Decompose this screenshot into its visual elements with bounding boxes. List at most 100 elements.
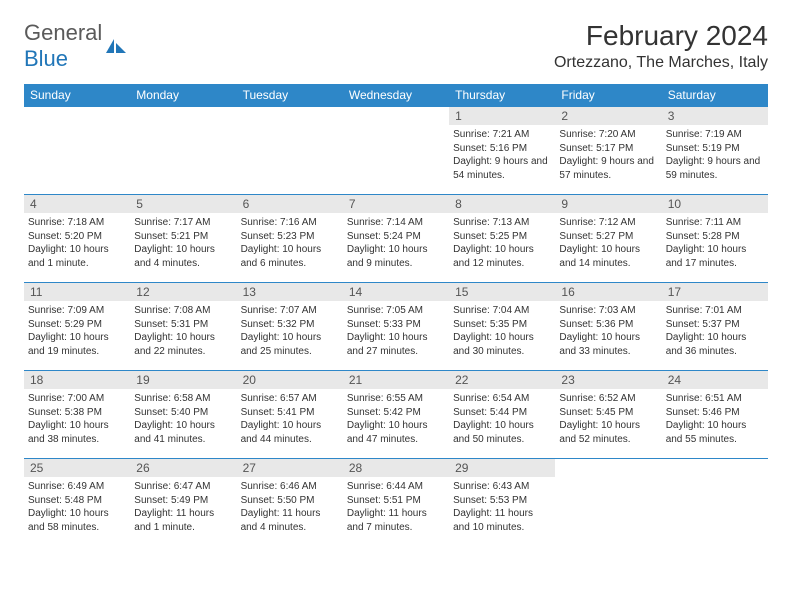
daylight-text: Daylight: 9 hours and 57 minutes. (559, 155, 657, 182)
day-cell (662, 459, 768, 547)
sunset-text: Sunset: 5:38 PM (28, 406, 126, 420)
daylight-text: Daylight: 10 hours and 52 minutes. (559, 419, 657, 446)
day-number: 24 (662, 371, 768, 389)
day-number: 9 (555, 195, 661, 213)
sunset-text: Sunset: 5:29 PM (28, 318, 126, 332)
daylight-text: Daylight: 10 hours and 12 minutes. (453, 243, 551, 270)
day-of-week-row: Sunday Monday Tuesday Wednesday Thursday… (24, 84, 768, 107)
day-cell: 14Sunrise: 7:05 AMSunset: 5:33 PMDayligh… (343, 283, 449, 371)
daylight-text: Daylight: 10 hours and 55 minutes. (666, 419, 764, 446)
day-cell (237, 107, 343, 195)
day-cell: 12Sunrise: 7:08 AMSunset: 5:31 PMDayligh… (130, 283, 236, 371)
day-details: Sunrise: 7:13 AMSunset: 5:25 PMDaylight:… (449, 213, 555, 274)
day-details: Sunrise: 7:04 AMSunset: 5:35 PMDaylight:… (449, 301, 555, 362)
daylight-text: Daylight: 9 hours and 54 minutes. (453, 155, 551, 182)
week-row: 25Sunrise: 6:49 AMSunset: 5:48 PMDayligh… (24, 459, 768, 547)
day-details: Sunrise: 7:19 AMSunset: 5:19 PMDaylight:… (662, 125, 768, 186)
day-details: Sunrise: 7:05 AMSunset: 5:33 PMDaylight:… (343, 301, 449, 362)
day-number: 3 (662, 107, 768, 125)
week-row: 11Sunrise: 7:09 AMSunset: 5:29 PMDayligh… (24, 283, 768, 371)
daylight-text: Daylight: 10 hours and 47 minutes. (347, 419, 445, 446)
day-details: Sunrise: 6:46 AMSunset: 5:50 PMDaylight:… (237, 477, 343, 538)
sunset-text: Sunset: 5:37 PM (666, 318, 764, 332)
day-cell (555, 459, 661, 547)
daylight-text: Daylight: 10 hours and 44 minutes. (241, 419, 339, 446)
day-number: 1 (449, 107, 555, 125)
day-cell: 7Sunrise: 7:14 AMSunset: 5:24 PMDaylight… (343, 195, 449, 283)
sunset-text: Sunset: 5:19 PM (666, 142, 764, 156)
sunrise-text: Sunrise: 7:20 AM (559, 128, 657, 142)
sunrise-text: Sunrise: 7:14 AM (347, 216, 445, 230)
day-number: 20 (237, 371, 343, 389)
daylight-text: Daylight: 11 hours and 7 minutes. (347, 507, 445, 534)
sunset-text: Sunset: 5:31 PM (134, 318, 232, 332)
day-number: 10 (662, 195, 768, 213)
day-details: Sunrise: 6:54 AMSunset: 5:44 PMDaylight:… (449, 389, 555, 450)
sunrise-text: Sunrise: 6:43 AM (453, 480, 551, 494)
day-number: 13 (237, 283, 343, 301)
sunset-text: Sunset: 5:36 PM (559, 318, 657, 332)
daylight-text: Daylight: 10 hours and 41 minutes. (134, 419, 232, 446)
sunrise-text: Sunrise: 6:51 AM (666, 392, 764, 406)
day-cell: 19Sunrise: 6:58 AMSunset: 5:40 PMDayligh… (130, 371, 236, 459)
day-number: 14 (343, 283, 449, 301)
day-details: Sunrise: 7:08 AMSunset: 5:31 PMDaylight:… (130, 301, 236, 362)
sunset-text: Sunset: 5:49 PM (134, 494, 232, 508)
sunset-text: Sunset: 5:35 PM (453, 318, 551, 332)
day-cell: 6Sunrise: 7:16 AMSunset: 5:23 PMDaylight… (237, 195, 343, 283)
day-number: 23 (555, 371, 661, 389)
sunrise-text: Sunrise: 7:18 AM (28, 216, 126, 230)
day-cell: 27Sunrise: 6:46 AMSunset: 5:50 PMDayligh… (237, 459, 343, 547)
dow-monday: Monday (130, 84, 236, 107)
day-cell: 17Sunrise: 7:01 AMSunset: 5:37 PMDayligh… (662, 283, 768, 371)
day-number: 28 (343, 459, 449, 477)
day-cell: 18Sunrise: 7:00 AMSunset: 5:38 PMDayligh… (24, 371, 130, 459)
day-cell: 3Sunrise: 7:19 AMSunset: 5:19 PMDaylight… (662, 107, 768, 195)
sunrise-text: Sunrise: 6:57 AM (241, 392, 339, 406)
day-cell: 26Sunrise: 6:47 AMSunset: 5:49 PMDayligh… (130, 459, 236, 547)
dow-tuesday: Tuesday (237, 84, 343, 107)
sunset-text: Sunset: 5:32 PM (241, 318, 339, 332)
sunrise-text: Sunrise: 7:11 AM (666, 216, 764, 230)
logo-text-general: General (24, 20, 102, 45)
sunrise-text: Sunrise: 6:55 AM (347, 392, 445, 406)
sunrise-text: Sunrise: 7:12 AM (559, 216, 657, 230)
sunset-text: Sunset: 5:40 PM (134, 406, 232, 420)
sunrise-text: Sunrise: 6:52 AM (559, 392, 657, 406)
day-details: Sunrise: 6:52 AMSunset: 5:45 PMDaylight:… (555, 389, 661, 450)
day-cell: 1Sunrise: 7:21 AMSunset: 5:16 PMDaylight… (449, 107, 555, 195)
daylight-text: Daylight: 11 hours and 4 minutes. (241, 507, 339, 534)
calendar-table: Sunday Monday Tuesday Wednesday Thursday… (24, 84, 768, 547)
day-number: 5 (130, 195, 236, 213)
sunset-text: Sunset: 5:25 PM (453, 230, 551, 244)
sunset-text: Sunset: 5:23 PM (241, 230, 339, 244)
sunrise-text: Sunrise: 7:08 AM (134, 304, 232, 318)
location-text: Ortezzano, The Marches, Italy (554, 54, 768, 72)
day-number: 6 (237, 195, 343, 213)
sunset-text: Sunset: 5:48 PM (28, 494, 126, 508)
day-cell: 10Sunrise: 7:11 AMSunset: 5:28 PMDayligh… (662, 195, 768, 283)
day-details: Sunrise: 7:20 AMSunset: 5:17 PMDaylight:… (555, 125, 661, 186)
dow-friday: Friday (555, 84, 661, 107)
logo-sail-icon (104, 37, 128, 55)
week-row: 4Sunrise: 7:18 AMSunset: 5:20 PMDaylight… (24, 195, 768, 283)
daylight-text: Daylight: 10 hours and 6 minutes. (241, 243, 339, 270)
day-number: 16 (555, 283, 661, 301)
day-number: 2 (555, 107, 661, 125)
sunrise-text: Sunrise: 7:00 AM (28, 392, 126, 406)
sunrise-text: Sunrise: 7:05 AM (347, 304, 445, 318)
sunrise-text: Sunrise: 6:58 AM (134, 392, 232, 406)
sunset-text: Sunset: 5:53 PM (453, 494, 551, 508)
daylight-text: Daylight: 10 hours and 4 minutes. (134, 243, 232, 270)
sunset-text: Sunset: 5:46 PM (666, 406, 764, 420)
sunset-text: Sunset: 5:21 PM (134, 230, 232, 244)
sunset-text: Sunset: 5:17 PM (559, 142, 657, 156)
sunset-text: Sunset: 5:28 PM (666, 230, 764, 244)
day-number: 15 (449, 283, 555, 301)
dow-wednesday: Wednesday (343, 84, 449, 107)
day-details: Sunrise: 7:14 AMSunset: 5:24 PMDaylight:… (343, 213, 449, 274)
week-row: 18Sunrise: 7:00 AMSunset: 5:38 PMDayligh… (24, 371, 768, 459)
sunrise-text: Sunrise: 6:49 AM (28, 480, 126, 494)
sunrise-text: Sunrise: 6:54 AM (453, 392, 551, 406)
day-cell (24, 107, 130, 195)
